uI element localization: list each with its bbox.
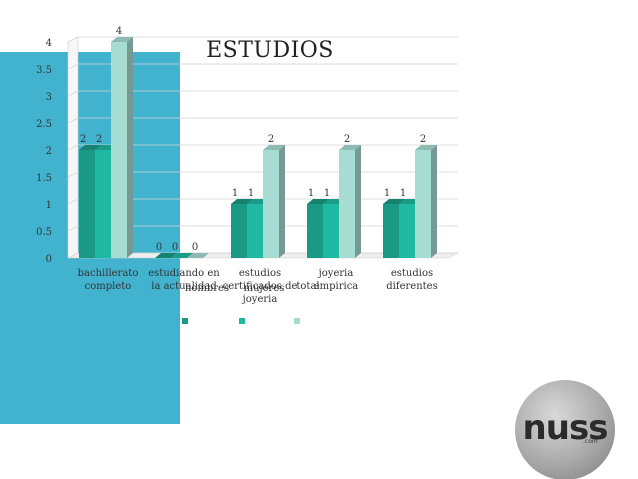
bar-side [355,145,361,258]
gridline-diagonal [67,144,79,151]
bar-side [279,145,285,258]
x-tick-label: estudios [239,268,281,279]
gridline-diagonal [67,198,79,205]
gridline-diagonal [67,252,79,259]
bar-front [79,150,95,258]
y-tick-label: 3.5 [36,65,52,76]
x-tick-label: estudiando en [148,268,220,279]
bar-front [263,150,279,258]
watermark-logo: nuss .com [515,380,615,479]
bar-top [171,253,193,258]
x-tick-label: bachillerato [78,268,139,279]
bar-top [339,145,361,150]
chart-title: ESTUDIOS [206,38,334,63]
legend-marker [182,318,188,324]
bar-front [339,150,355,258]
y-tick-label: 2 [46,146,52,157]
gridline-diagonal [67,90,79,97]
bar-front [415,150,431,258]
y-tick-label: 1.5 [36,173,52,184]
bar-top [187,253,209,258]
bar-front [231,204,247,258]
x-tick-label: certificados de [223,281,298,292]
x-tick-label: joyeria [318,268,354,279]
data-label: 1 [308,188,314,199]
x-tick-label: la actualidad [151,281,217,292]
x-tick-label: estudios [391,268,433,279]
bar-top [111,37,133,42]
y-tick-label: 2.5 [36,119,52,130]
data-label: 2 [96,134,102,145]
x-tick-label: empirica [314,281,359,292]
data-label: 1 [324,188,330,199]
bar-front [399,204,415,258]
y-tick-label: 0 [46,254,52,265]
bar-front [95,150,111,258]
legend-marker [239,318,245,324]
watermark-text: nuss [522,408,609,448]
watermark-subtext: .com [583,438,598,445]
bar-front [323,204,339,258]
gridline-diagonal [67,63,79,70]
x-tick-label: diferentes [386,281,437,292]
data-label: 1 [384,188,390,199]
bar-top [307,199,329,204]
y-tick-label: 3 [46,92,52,103]
bar-top [79,145,101,150]
bar-front [383,204,399,258]
bar-top [415,145,437,150]
gridline-diagonal [67,36,79,43]
data-label: 1 [232,188,238,199]
series-name-label: mujeres [244,283,285,294]
data-label: 0 [192,242,198,253]
x-tick-label: joyeria [242,294,278,305]
bar-side [431,145,437,258]
data-label: 0 [172,242,178,253]
data-label: 4 [116,26,122,37]
data-label: 0 [156,242,162,253]
bar-top [263,145,285,150]
gridline-diagonal [67,171,79,178]
bar-top [383,199,405,204]
bar-front [111,42,127,258]
data-label: 2 [80,134,86,145]
y-tick-label: 0.5 [36,227,52,238]
gridline-diagonal [67,117,79,124]
bar-front [307,204,323,258]
gridline-diagonal [67,225,79,232]
y-tick-label: 1 [46,200,52,211]
data-label: 1 [400,188,406,199]
x-tick-label: completo [85,281,132,292]
bar-side [127,37,133,258]
data-label: 1 [248,188,254,199]
series-name-label: total [296,281,319,292]
legend-marker [294,318,300,324]
y-tick-label: 4 [46,38,52,49]
series-name-label: hombres [185,283,229,294]
bar-top [155,253,177,258]
data-label: 2 [268,134,274,145]
bar-front [247,204,263,258]
data-label: 2 [420,134,426,145]
bar-top [231,199,253,204]
data-label: 2 [344,134,350,145]
